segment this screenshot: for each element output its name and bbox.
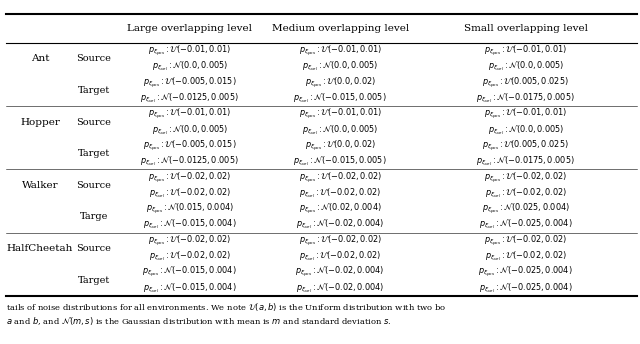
Text: $p_{\xi_{pos}}: \mathcal{U}(0.005, 0.025)$: $p_{\xi_{pos}}: \mathcal{U}(0.005, 0.025… bbox=[483, 138, 569, 153]
Text: $p_{\xi_{pos}}: \mathcal{N}(-0.025, 0.004)$: $p_{\xi_{pos}}: \mathcal{N}(-0.025, 0.00… bbox=[479, 265, 573, 279]
Text: $p_{\xi_{vel}}: \mathcal{N}(0.0, 0.005)$: $p_{\xi_{vel}}: \mathcal{N}(0.0, 0.005)$ bbox=[488, 60, 564, 73]
Text: $p_{\xi_{pos}}: \mathcal{U}(-0.01, 0.01)$: $p_{\xi_{pos}}: \mathcal{U}(-0.01, 0.01)… bbox=[298, 107, 382, 121]
Text: $p_{\xi_{vel}}: \mathcal{N}(-0.0125, 0.005)$: $p_{\xi_{vel}}: \mathcal{N}(-0.0125, 0.0… bbox=[140, 92, 239, 105]
Text: Ant: Ant bbox=[31, 54, 49, 63]
Text: $p_{\xi_{pos}}: \mathcal{U}(-0.02, 0.02)$: $p_{\xi_{pos}}: \mathcal{U}(-0.02, 0.02)… bbox=[298, 233, 382, 248]
Text: $p_{\xi_{vel}}: \mathcal{U}(-0.02, 0.02)$: $p_{\xi_{vel}}: \mathcal{U}(-0.02, 0.02)… bbox=[484, 250, 567, 263]
Text: Target: Target bbox=[77, 86, 110, 95]
Text: Source: Source bbox=[76, 181, 111, 190]
Text: $p_{\xi_{vel}}: \mathcal{N}(-0.025, 0.004)$: $p_{\xi_{vel}}: \mathcal{N}(-0.025, 0.00… bbox=[479, 218, 573, 231]
Text: Source: Source bbox=[76, 244, 111, 253]
Text: HalfCheetah: HalfCheetah bbox=[7, 244, 73, 253]
Text: $p_{\xi_{pos}}: \mathcal{U}(-0.02, 0.02)$: $p_{\xi_{pos}}: \mathcal{U}(-0.02, 0.02)… bbox=[484, 170, 568, 185]
Text: $p_{\xi_{vel}}: \mathcal{N}(-0.0125, 0.005)$: $p_{\xi_{vel}}: \mathcal{N}(-0.0125, 0.0… bbox=[140, 155, 239, 168]
Text: $p_{\xi_{vel}}: \mathcal{N}(-0.015, 0.004)$: $p_{\xi_{vel}}: \mathcal{N}(-0.015, 0.00… bbox=[143, 281, 237, 294]
Text: Source: Source bbox=[76, 118, 111, 127]
Text: $p_{\xi_{pos}}: \mathcal{U}(-0.005, 0.015)$: $p_{\xi_{pos}}: \mathcal{U}(-0.005, 0.01… bbox=[143, 75, 237, 90]
Text: $p_{\xi_{vel}}: \mathcal{U}(-0.02, 0.02)$: $p_{\xi_{vel}}: \mathcal{U}(-0.02, 0.02)… bbox=[484, 186, 567, 200]
Text: $p_{\xi_{vel}}: \mathcal{N}(-0.015, 0.004)$: $p_{\xi_{vel}}: \mathcal{N}(-0.015, 0.00… bbox=[143, 218, 237, 231]
Text: Target: Target bbox=[77, 276, 110, 284]
Text: $p_{\xi_{vel}}: \mathcal{N}(0.0, 0.005)$: $p_{\xi_{vel}}: \mathcal{N}(0.0, 0.005)$ bbox=[152, 123, 228, 137]
Text: $p_{\xi_{vel}}: \mathcal{N}(0.0, 0.005)$: $p_{\xi_{vel}}: \mathcal{N}(0.0, 0.005)$ bbox=[302, 60, 378, 73]
Text: $p_{\xi_{pos}}: \mathcal{U}(-0.005, 0.015)$: $p_{\xi_{pos}}: \mathcal{U}(-0.005, 0.01… bbox=[143, 138, 237, 153]
Text: $p_{\xi_{vel}}: \mathcal{N}(-0.025, 0.004)$: $p_{\xi_{vel}}: \mathcal{N}(-0.025, 0.00… bbox=[479, 281, 573, 294]
Text: Hopper: Hopper bbox=[20, 118, 60, 127]
Text: $p_{\xi_{vel}}: \mathcal{U}(-0.02, 0.02)$: $p_{\xi_{vel}}: \mathcal{U}(-0.02, 0.02)… bbox=[148, 250, 231, 263]
Text: $p_{\xi_{vel}}: \mathcal{U}(-0.02, 0.02)$: $p_{\xi_{vel}}: \mathcal{U}(-0.02, 0.02)… bbox=[148, 186, 231, 200]
Text: $p_{\xi_{pos}}: \mathcal{U}(-0.02, 0.02)$: $p_{\xi_{pos}}: \mathcal{U}(-0.02, 0.02)… bbox=[298, 170, 382, 185]
Text: $p_{\xi_{vel}}: \mathcal{N}(-0.02, 0.004)$: $p_{\xi_{vel}}: \mathcal{N}(-0.02, 0.004… bbox=[296, 281, 385, 294]
Text: $p_{\xi_{vel}}: \mathcal{U}(-0.02, 0.02)$: $p_{\xi_{vel}}: \mathcal{U}(-0.02, 0.02)… bbox=[299, 186, 381, 200]
Text: $p_{\xi_{vel}}: \mathcal{N}(0.0, 0.005)$: $p_{\xi_{vel}}: \mathcal{N}(0.0, 0.005)$ bbox=[302, 123, 378, 137]
Text: Walker: Walker bbox=[22, 181, 58, 190]
Text: $p_{\xi_{vel}}: \mathcal{N}(-0.0175, 0.005)$: $p_{\xi_{vel}}: \mathcal{N}(-0.0175, 0.0… bbox=[476, 155, 575, 168]
Text: tails of noise distributions for all environments. We note $\mathcal{U}(a, b)$ i: tails of noise distributions for all env… bbox=[6, 301, 447, 327]
Text: $p_{\xi_{pos}}: \mathcal{U}(-0.01, 0.01)$: $p_{\xi_{pos}}: \mathcal{U}(-0.01, 0.01)… bbox=[484, 107, 568, 121]
Text: $p_{\xi_{pos}}: \mathcal{U}(-0.01, 0.01)$: $p_{\xi_{pos}}: \mathcal{U}(-0.01, 0.01)… bbox=[298, 44, 382, 58]
Text: Target: Target bbox=[77, 149, 110, 158]
Text: Source: Source bbox=[76, 54, 111, 63]
Text: $p_{\xi_{pos}}: \mathcal{U}(-0.01, 0.01)$: $p_{\xi_{pos}}: \mathcal{U}(-0.01, 0.01)… bbox=[148, 44, 232, 58]
Text: $p_{\xi_{pos}}: \mathcal{U}(0.0, 0.02)$: $p_{\xi_{pos}}: \mathcal{U}(0.0, 0.02)$ bbox=[305, 75, 376, 90]
Text: $p_{\xi_{vel}}: \mathcal{N}(-0.015, 0.005)$: $p_{\xi_{vel}}: \mathcal{N}(-0.015, 0.00… bbox=[293, 92, 387, 105]
Text: $p_{\xi_{pos}}: \mathcal{U}(-0.02, 0.02)$: $p_{\xi_{pos}}: \mathcal{U}(-0.02, 0.02)… bbox=[484, 233, 568, 248]
Text: Small overlapping level: Small overlapping level bbox=[464, 24, 588, 33]
Text: $p_{\xi_{pos}}: \mathcal{U}(0.0, 0.02)$: $p_{\xi_{pos}}: \mathcal{U}(0.0, 0.02)$ bbox=[305, 138, 376, 153]
Text: $p_{\xi_{pos}}: \mathcal{U}(-0.02, 0.02)$: $p_{\xi_{pos}}: \mathcal{U}(-0.02, 0.02)… bbox=[148, 233, 232, 248]
Text: $p_{\xi_{vel}}: \mathcal{U}(-0.02, 0.02)$: $p_{\xi_{vel}}: \mathcal{U}(-0.02, 0.02)… bbox=[299, 250, 381, 263]
Text: $p_{\xi_{pos}}: \mathcal{U}(-0.01, 0.01)$: $p_{\xi_{pos}}: \mathcal{U}(-0.01, 0.01)… bbox=[148, 107, 232, 121]
Text: $p_{\xi_{pos}}: \mathcal{U}(-0.01, 0.01)$: $p_{\xi_{pos}}: \mathcal{U}(-0.01, 0.01)… bbox=[484, 44, 568, 58]
Text: $p_{\xi_{pos}}: \mathcal{U}(0.005, 0.025)$: $p_{\xi_{pos}}: \mathcal{U}(0.005, 0.025… bbox=[483, 75, 569, 90]
Text: $p_{\xi_{pos}}: \mathcal{N}(-0.015, 0.004)$: $p_{\xi_{pos}}: \mathcal{N}(-0.015, 0.00… bbox=[143, 265, 237, 279]
Text: $p_{\xi_{vel}}: \mathcal{N}(-0.0175, 0.005)$: $p_{\xi_{vel}}: \mathcal{N}(-0.0175, 0.0… bbox=[476, 92, 575, 105]
Text: $p_{\xi_{vel}}: \mathcal{N}(0.0, 0.005)$: $p_{\xi_{vel}}: \mathcal{N}(0.0, 0.005)$ bbox=[488, 123, 564, 137]
Text: Targe: Targe bbox=[79, 212, 108, 221]
Text: $p_{\xi_{pos}}: \mathcal{N}(0.02, 0.004)$: $p_{\xi_{pos}}: \mathcal{N}(0.02, 0.004)… bbox=[299, 202, 381, 216]
Text: $p_{\xi_{vel}}: \mathcal{N}(-0.02, 0.004)$: $p_{\xi_{vel}}: \mathcal{N}(-0.02, 0.004… bbox=[296, 218, 385, 231]
Text: $p_{\xi_{pos}}: \mathcal{U}(-0.02, 0.02)$: $p_{\xi_{pos}}: \mathcal{U}(-0.02, 0.02)… bbox=[148, 170, 232, 185]
Text: Large overlapping level: Large overlapping level bbox=[127, 24, 252, 33]
Text: Medium overlapping level: Medium overlapping level bbox=[271, 24, 409, 33]
Text: $p_{\xi_{pos}}: \mathcal{N}(-0.02, 0.004)$: $p_{\xi_{pos}}: \mathcal{N}(-0.02, 0.004… bbox=[296, 265, 385, 279]
Text: $p_{\xi_{pos}}: \mathcal{N}(0.025, 0.004)$: $p_{\xi_{pos}}: \mathcal{N}(0.025, 0.004… bbox=[482, 202, 570, 216]
Text: $p_{\xi_{vel}}: \mathcal{N}(0.0, 0.005)$: $p_{\xi_{vel}}: \mathcal{N}(0.0, 0.005)$ bbox=[152, 60, 228, 73]
Text: $p_{\xi_{pos}}: \mathcal{N}(0.015, 0.004)$: $p_{\xi_{pos}}: \mathcal{N}(0.015, 0.004… bbox=[146, 202, 234, 216]
Text: $p_{\xi_{vel}}: \mathcal{N}(-0.015, 0.005)$: $p_{\xi_{vel}}: \mathcal{N}(-0.015, 0.00… bbox=[293, 155, 387, 168]
